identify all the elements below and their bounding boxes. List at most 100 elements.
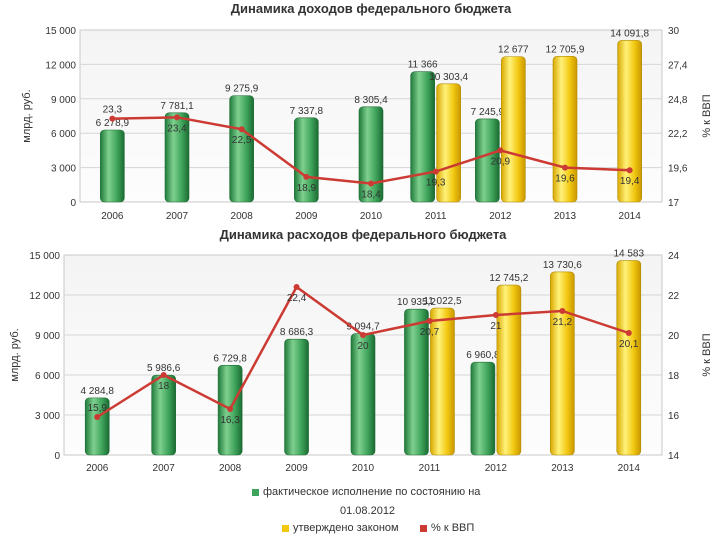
chart2-y2-tick-label: 22 <box>668 291 680 302</box>
chart2-gdp-label: 16,3 <box>220 415 240 426</box>
legend-red-swatch <box>420 524 427 532</box>
chart2-gdp-point <box>160 372 167 378</box>
chart1-gdp-label: 23,3 <box>103 105 123 116</box>
chart1-gdp-label: 22,5 <box>232 135 252 146</box>
chart1-y2-tick-label: 19,6 <box>668 164 688 175</box>
chart1-gdp-label: 19,6 <box>555 174 575 185</box>
chart2-bar-green-label: 6 729,8 <box>213 353 247 364</box>
chart1-bar-green-label: 8 305,4 <box>354 95 388 106</box>
chart1-x-tick-label: 2008 <box>231 211 254 222</box>
chart1-bar-green-label: 7 337,8 <box>290 106 324 117</box>
chart1-bar-yellow-label: 12 677 <box>498 45 529 56</box>
chart2-gdp-point <box>625 330 632 336</box>
chart1-bar-green <box>164 112 190 203</box>
chart2-bar-yellow <box>550 271 575 456</box>
chart2-gdp-point <box>426 318 433 324</box>
chart1-y2-tick-label: 17 <box>668 198 680 209</box>
chart1-bar-yellow <box>617 40 642 203</box>
chart2-bar-green-label: 4 284,8 <box>81 386 115 397</box>
chart1-gdp-label: 18,9 <box>297 183 317 194</box>
legend-approved-label: утверждено законом <box>293 522 399 534</box>
legend-approved: утверждено законом <box>282 522 399 534</box>
chart1-gdp-label: 23,4 <box>167 123 187 134</box>
chart1-bar-yellow-label: 14 091,8 <box>610 28 649 39</box>
chart2-bar-green <box>470 361 496 456</box>
chart2-gdp-label: 20,7 <box>420 327 440 338</box>
chart2-gdp-point <box>559 308 566 314</box>
legend-green-swatch <box>252 488 259 496</box>
chart1-bar-green <box>100 129 125 203</box>
chart1-y-tick-label: 15 000 <box>45 26 76 37</box>
legend-actual-date: 01.08.2012 <box>340 505 395 517</box>
chart1-bar-yellow <box>436 83 461 203</box>
chart1-y-tick-label: 9 000 <box>51 95 76 106</box>
chart2-y-tick-label: 0 <box>54 451 60 462</box>
chart1-y-axis-label: млрд. руб. <box>21 89 33 142</box>
chart2-gdp-label: 21,2 <box>553 317 573 328</box>
chart2-bar-green-label: 8 686,3 <box>280 327 314 338</box>
chart2-x-tick-label: 2008 <box>219 463 242 474</box>
chart2-bar-green <box>404 308 429 456</box>
chart2-x-tick-label: 2010 <box>352 463 375 474</box>
chart2-bar-yellow-label: 12 745,2 <box>489 273 528 284</box>
chart2-x-tick-label: 2006 <box>86 463 109 474</box>
chart2-y-tick-label: 15 000 <box>29 251 60 262</box>
chart1-x-tick-label: 2012 <box>489 211 512 222</box>
chart1-bar-green <box>410 71 435 203</box>
chart2-gdp-label: 18 <box>158 381 170 392</box>
chart1-bar-green <box>358 106 384 203</box>
chart2-y-tick-label: 6 000 <box>35 371 60 382</box>
chart2-x-tick-label: 2007 <box>153 463 176 474</box>
chart1-y2-tick-label: 30 <box>668 26 680 37</box>
chart1-y-tick-label: 6 000 <box>51 129 76 140</box>
chart2-x-tick-label: 2009 <box>285 463 308 474</box>
legend-yellow-swatch <box>282 524 289 532</box>
legend-gdp: % к ВВП <box>420 522 474 534</box>
chart1-x-tick-label: 2013 <box>554 211 577 222</box>
chart1-y2-tick-label: 22,2 <box>668 129 688 140</box>
chart1-y2-tick-label: 24,8 <box>668 95 688 106</box>
chart2-bar-green-label: 10 935,2 <box>397 297 436 308</box>
chart2-title: Динамика расходов федерального бюджета <box>220 227 508 242</box>
legend-gdp-label: % к ВВП <box>431 522 475 534</box>
chart1-gdp-label: 19,4 <box>620 176 640 187</box>
chart1-gdp-label: 20,9 <box>491 156 511 167</box>
chart2-bar-yellow <box>616 260 642 456</box>
chart2-y2-tick-label: 16 <box>668 411 680 422</box>
chart1-gdp-point <box>238 126 245 133</box>
chart2-gdp-label: 20 <box>357 341 369 352</box>
chart2-x-tick-label: 2011 <box>419 463 441 474</box>
chart1-x-tick-label: 2010 <box>360 211 383 222</box>
chart2-bar-yellow-label: 13 730,6 <box>543 260 582 271</box>
chart2-gdp-label: 15,9 <box>87 403 107 414</box>
chart1-bar-yellow-label: 10 303,4 <box>429 72 468 83</box>
chart2-x-tick-label: 2012 <box>485 463 508 474</box>
chart2-gdp-point <box>293 284 300 290</box>
chart1-bar-green-label: 6 278,9 <box>96 118 130 129</box>
chart2-y2-tick-label: 18 <box>668 371 680 382</box>
chart2-y2-axis-label: % к ВВП <box>701 333 713 376</box>
chart1-x-tick-label: 2009 <box>295 211 318 222</box>
legend-actual-date-label: 01.08.2012 <box>340 505 396 517</box>
chart2-x-tick-label: 2013 <box>551 463 574 474</box>
chart1-bar-green-label: 7 781,1 <box>160 101 194 112</box>
chart2-gdp-label: 21 <box>490 321 502 332</box>
chart1-gdp-point <box>303 173 310 180</box>
chart2-y2-tick-label: 24 <box>668 251 680 262</box>
legend-actual: фактическое исполнение по состоянию на <box>252 486 480 498</box>
chart2-x-tick-label: 2014 <box>618 463 641 474</box>
chart2-gdp-point <box>360 332 366 338</box>
chart2-gdp-point <box>94 414 101 420</box>
chart1-bar-green-label: 9 275,9 <box>225 84 259 95</box>
chart1-bar-green-label: 11 366 <box>408 60 438 71</box>
chart2-gdp-point <box>492 312 499 318</box>
chart2-bar-green-label: 6 960,8 <box>466 350 500 361</box>
chart1-bar-yellow-label: 12 705,9 <box>546 44 585 55</box>
chart1-y2-axis-label: % к ВВП <box>701 94 713 137</box>
chart2-y2-tick-label: 20 <box>668 331 680 342</box>
chart2-bar-yellow <box>496 284 522 456</box>
chart1-y2-tick-label: 27,4 <box>668 60 688 71</box>
chart1-x-tick-label: 2006 <box>101 211 124 222</box>
chart1-bar-green <box>294 117 319 203</box>
